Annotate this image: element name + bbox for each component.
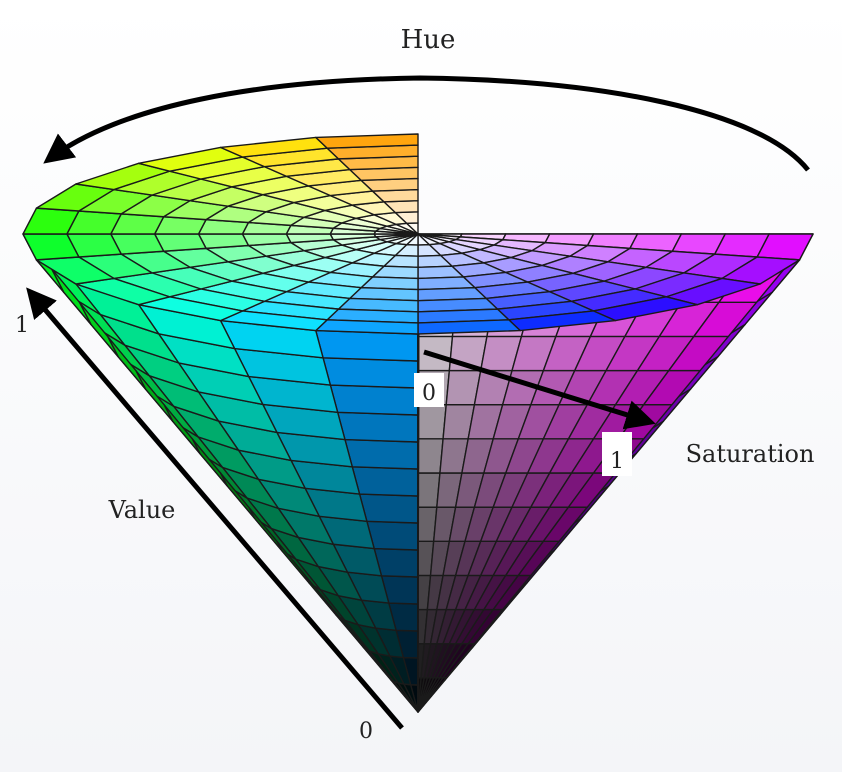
cone-side-facet bbox=[358, 493, 419, 524]
cone-side-facet bbox=[329, 384, 419, 416]
value-label: Value bbox=[108, 496, 176, 524]
cone-side-facet bbox=[351, 466, 419, 497]
cutaway-facet bbox=[417, 404, 447, 440]
saturation-arrow bbox=[423, 349, 656, 430]
value-bottom-label: 0 bbox=[359, 719, 373, 744]
saturation-start-label: 0 bbox=[422, 381, 436, 406]
hue-label: Hue bbox=[401, 25, 456, 55]
top-disc-facet bbox=[315, 133, 419, 149]
cone-side-facet bbox=[315, 329, 419, 362]
top-disc-facet bbox=[241, 233, 292, 247]
saturation-start-box bbox=[414, 373, 444, 407]
top-disc-facet bbox=[197, 233, 250, 250]
value-top-label: 1 bbox=[15, 313, 29, 338]
hsv-cone bbox=[22, 133, 814, 713]
cutaway-facet bbox=[417, 438, 444, 474]
saturation-end-label: 1 bbox=[610, 449, 624, 474]
cone-side-facet bbox=[336, 411, 419, 443]
cone-side-facet bbox=[344, 438, 419, 470]
cone-side-facet bbox=[322, 357, 419, 389]
value-arrow bbox=[26, 287, 404, 730]
saturation-label: Saturation bbox=[686, 440, 815, 468]
hue-arrow bbox=[43, 75, 810, 172]
cone-side-facet bbox=[366, 520, 419, 551]
saturation-end-box bbox=[602, 432, 632, 476]
cone-top-disc bbox=[22, 133, 814, 335]
